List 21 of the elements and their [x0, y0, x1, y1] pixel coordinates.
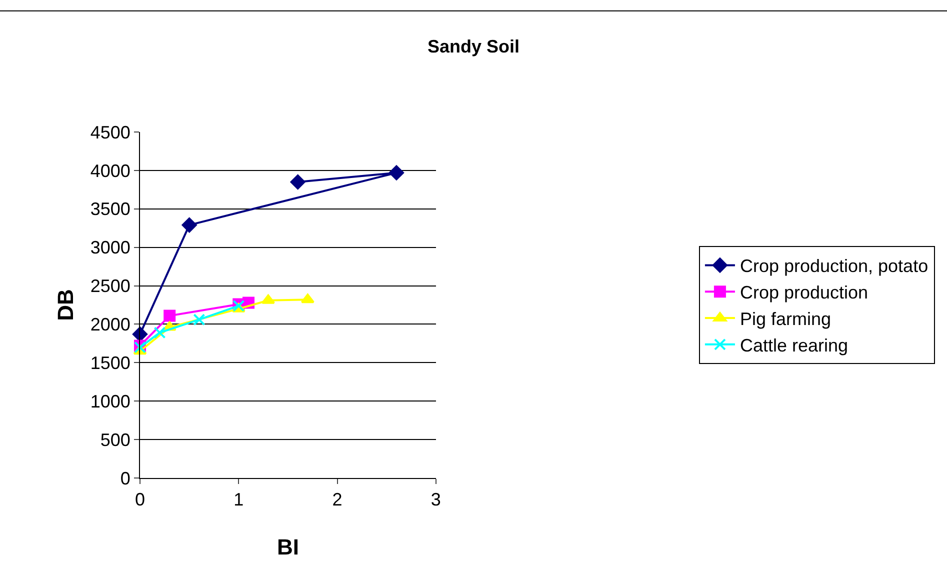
y-tick-label: 4500 — [90, 122, 130, 142]
y-tick-label: 1500 — [90, 352, 130, 373]
legend-label: Pig farming — [740, 309, 832, 330]
legend-label: Crop production — [740, 282, 868, 303]
x-tick-label: 0 — [134, 490, 146, 510]
x-tick-label: 1 — [234, 490, 244, 510]
y-tick-label: 2000 — [90, 314, 130, 335]
legend-label: Crop production, potato — [740, 256, 928, 276]
y-tick-label: 500 — [100, 430, 130, 450]
y-tick-label: 4000 — [90, 160, 130, 181]
y-tick-label: 3500 — [90, 199, 130, 220]
text: Sandy Soil — [427, 36, 520, 56]
x-axis-title: BI — [276, 534, 299, 560]
x-tick-label: 2 — [332, 490, 342, 510]
legend-label: Cattle rearing — [740, 335, 848, 356]
y-axis-title: DB — [53, 289, 78, 321]
y-tick-label: 1000 — [90, 391, 130, 412]
x-tick-label: 3 — [430, 490, 441, 510]
y-tick-label: 3000 — [90, 238, 130, 258]
y-tick-label: 2500 — [90, 276, 130, 296]
y-tick-label: 0 — [120, 468, 130, 488]
